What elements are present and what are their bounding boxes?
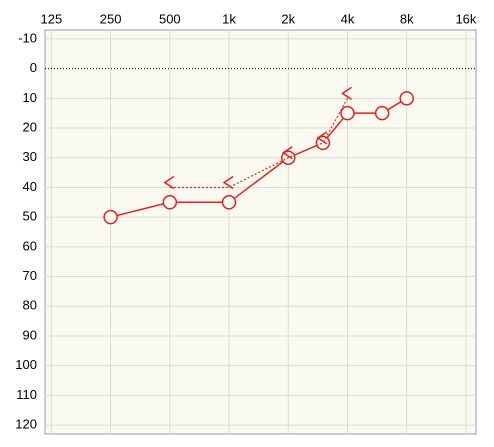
y-tick-label: 50	[23, 209, 37, 224]
air-marker	[340, 105, 355, 121]
y-tick-label: 10	[23, 90, 37, 105]
x-tick-label: 1k	[222, 11, 236, 26]
air-marker	[374, 105, 390, 121]
y-tick-label: -10	[18, 30, 37, 45]
y-tick-label: 70	[23, 268, 37, 283]
bone-marker	[316, 131, 328, 145]
series-line	[169, 98, 349, 189]
y-tick-label: 40	[23, 179, 37, 194]
y-tick-label: 100	[15, 357, 37, 372]
x-tick-label: 500	[159, 11, 181, 26]
bone-marker	[281, 146, 293, 160]
air-marker	[103, 209, 118, 225]
x-tick-label: 16k	[455, 11, 476, 26]
y-tick-label: 90	[23, 327, 37, 342]
x-tick-label: 250	[100, 11, 122, 26]
y-tick-label: 120	[15, 417, 37, 432]
bone-marker	[163, 175, 175, 190]
bone-marker	[222, 175, 234, 190]
y-tick-label: 110	[16, 387, 37, 402]
plot-area	[44, 29, 477, 435]
y-tick-label: 30	[23, 149, 37, 164]
air-marker	[221, 195, 237, 210]
y-tick-label: 60	[23, 238, 37, 253]
y-tick-label: 20	[23, 119, 37, 134]
y-tick-label: 80	[23, 298, 37, 313]
x-tick-label: 2k	[281, 11, 295, 26]
bone-marker	[341, 86, 352, 100]
x-tick-label: 8k	[400, 11, 414, 26]
air-marker	[399, 91, 414, 106]
air-marker	[162, 195, 178, 210]
x-tick-label: 125	[41, 11, 63, 26]
x-tick-label: 4k	[341, 11, 355, 26]
y-tick-label: 0	[30, 60, 37, 75]
